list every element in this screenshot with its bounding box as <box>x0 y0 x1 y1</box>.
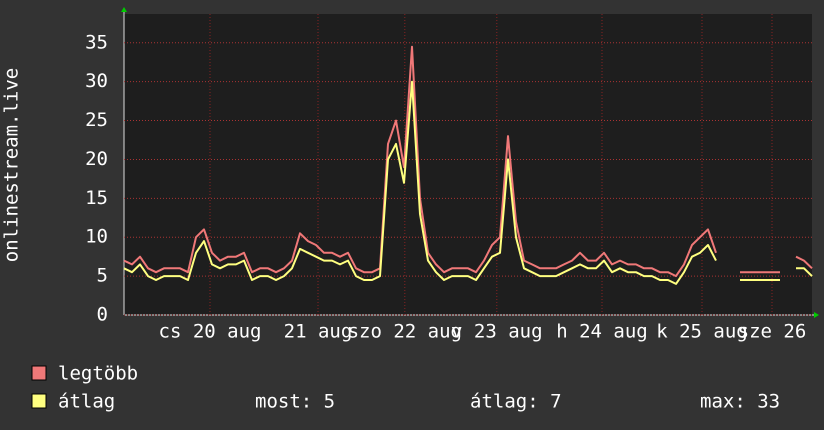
stat: átlag: 7 <box>470 391 562 413</box>
y-tick-label: 15 <box>85 187 108 209</box>
stat: max: 33 <box>700 391 780 413</box>
x-tick-label: v 23 aug <box>451 321 543 343</box>
y-tick-label: 35 <box>85 31 108 53</box>
y-tick-label: 10 <box>85 226 108 248</box>
axis-arrow <box>814 312 819 318</box>
legend-swatch <box>31 365 47 381</box>
axis-arrow <box>121 7 127 12</box>
legend-swatch <box>31 393 47 409</box>
y-tick-label: 20 <box>85 148 108 170</box>
x-tick-label: k 25 aug <box>656 321 748 343</box>
x-tick-label: cs 20 aug <box>159 321 262 343</box>
y-axis-label: onlinestream.live <box>1 68 23 262</box>
y-tick-label: 30 <box>85 70 108 92</box>
x-tick-label: h 24 aug <box>556 321 648 343</box>
x-tick-label: sze 26 <box>738 321 807 343</box>
plot-area <box>124 14 812 315</box>
x-tick-label: szo 22 aug <box>348 321 462 343</box>
legend-label: legtöbb <box>58 363 138 385</box>
y-tick-label: 5 <box>97 265 108 287</box>
stat: most: 5 <box>255 391 335 413</box>
y-tick-label: 0 <box>97 304 108 326</box>
legend-label: átlag <box>58 391 115 413</box>
x-tick-label: 21 aug <box>284 321 353 343</box>
series-line <box>123 80 813 285</box>
y-tick-label: 25 <box>85 109 108 131</box>
